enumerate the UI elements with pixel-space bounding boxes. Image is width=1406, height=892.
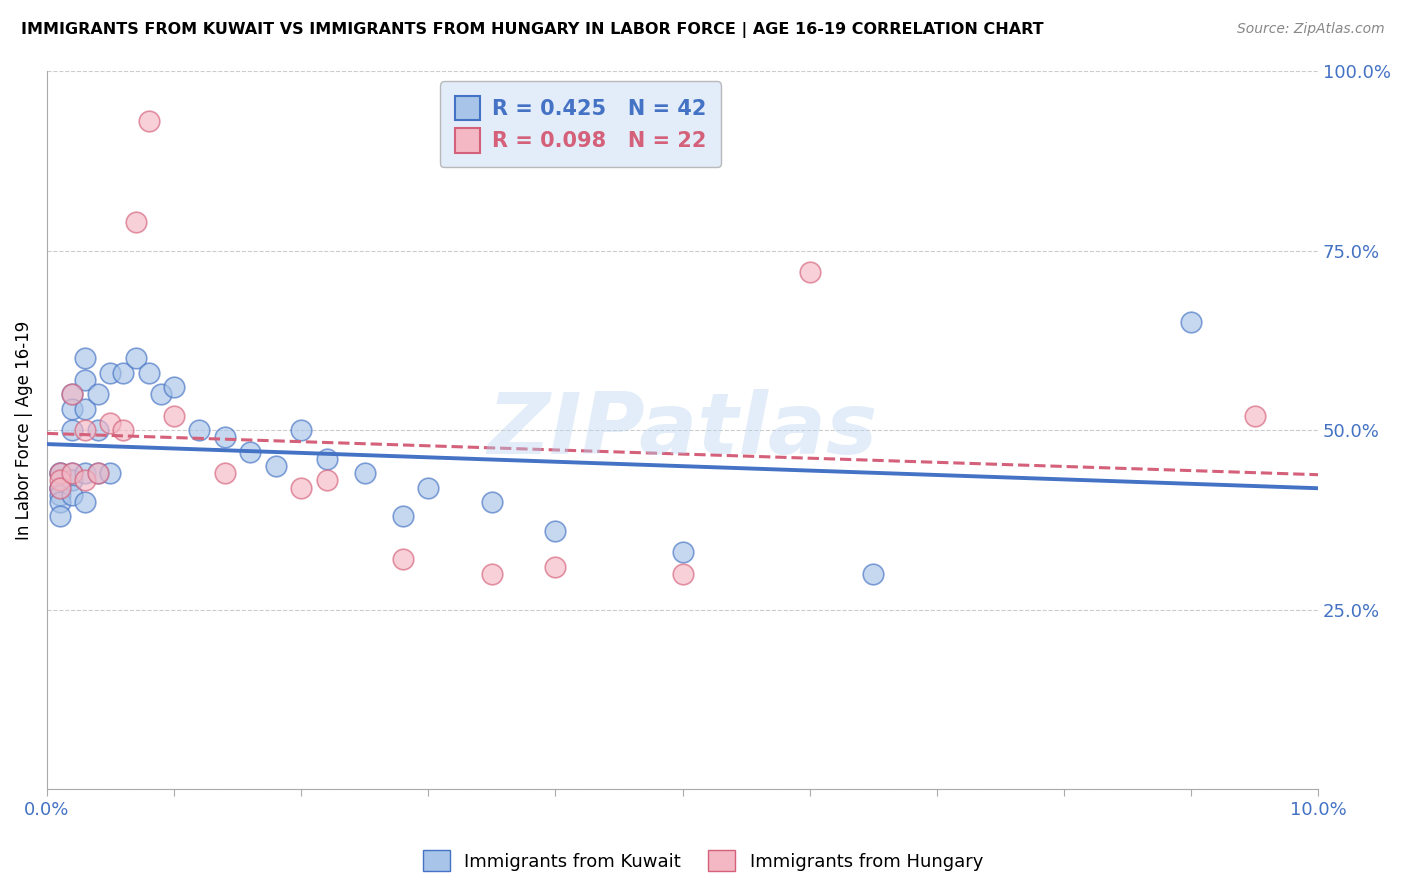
Point	[60, 488, 83, 502]
Point	[48, 467, 70, 481]
Text: Source: ZipAtlas.com: Source: ZipAtlas.com	[1237, 22, 1385, 37]
Point	[671, 545, 693, 559]
Point	[48, 481, 70, 495]
Point	[73, 351, 96, 366]
Point	[73, 495, 96, 509]
Legend: Immigrants from Kuwait, Immigrants from Hungary: Immigrants from Kuwait, Immigrants from …	[416, 843, 990, 879]
Point	[60, 474, 83, 488]
Point	[392, 509, 415, 524]
Point	[48, 481, 70, 495]
Point	[315, 451, 337, 466]
Point	[100, 416, 122, 430]
Point	[60, 467, 83, 481]
Point	[60, 467, 83, 481]
Point	[214, 430, 236, 444]
Point	[48, 467, 70, 481]
Point	[125, 351, 148, 366]
Point	[481, 566, 503, 581]
Point	[799, 265, 821, 279]
Point	[150, 387, 173, 401]
Point	[264, 458, 287, 473]
Point	[188, 423, 211, 437]
Point	[60, 423, 83, 437]
Point	[73, 467, 96, 481]
Point	[544, 524, 567, 538]
Point	[48, 488, 70, 502]
Point	[290, 423, 312, 437]
Point	[48, 467, 70, 481]
Text: ZIPatlas: ZIPatlas	[488, 389, 877, 472]
Point	[138, 366, 160, 380]
Point	[671, 566, 693, 581]
Point	[87, 467, 110, 481]
Point	[163, 380, 186, 394]
Point	[73, 401, 96, 416]
Point	[73, 474, 96, 488]
Point	[73, 373, 96, 387]
Y-axis label: In Labor Force | Age 16-19: In Labor Force | Age 16-19	[15, 320, 32, 540]
Point	[290, 481, 312, 495]
Point	[112, 423, 135, 437]
Point	[481, 495, 503, 509]
Text: IMMIGRANTS FROM KUWAIT VS IMMIGRANTS FROM HUNGARY IN LABOR FORCE | AGE 16-19 COR: IMMIGRANTS FROM KUWAIT VS IMMIGRANTS FRO…	[21, 22, 1043, 38]
Point	[214, 467, 236, 481]
Point	[353, 467, 375, 481]
Point	[87, 387, 110, 401]
Point	[418, 481, 440, 495]
Point	[125, 215, 148, 229]
Point	[239, 444, 262, 458]
Legend: R = 0.425   N = 42, R = 0.098   N = 22: R = 0.425 N = 42, R = 0.098 N = 22	[440, 81, 721, 167]
Point	[392, 552, 415, 566]
Point	[60, 401, 83, 416]
Point	[73, 423, 96, 437]
Point	[315, 474, 337, 488]
Point	[48, 481, 70, 495]
Point	[60, 387, 83, 401]
Point	[112, 366, 135, 380]
Point	[48, 474, 70, 488]
Point	[1180, 315, 1202, 329]
Point	[163, 409, 186, 423]
Point	[100, 366, 122, 380]
Point	[87, 467, 110, 481]
Point	[100, 467, 122, 481]
Point	[544, 559, 567, 574]
Point	[862, 566, 884, 581]
Point	[48, 495, 70, 509]
Point	[1243, 409, 1265, 423]
Point	[60, 387, 83, 401]
Point	[138, 114, 160, 128]
Point	[87, 423, 110, 437]
Point	[48, 509, 70, 524]
